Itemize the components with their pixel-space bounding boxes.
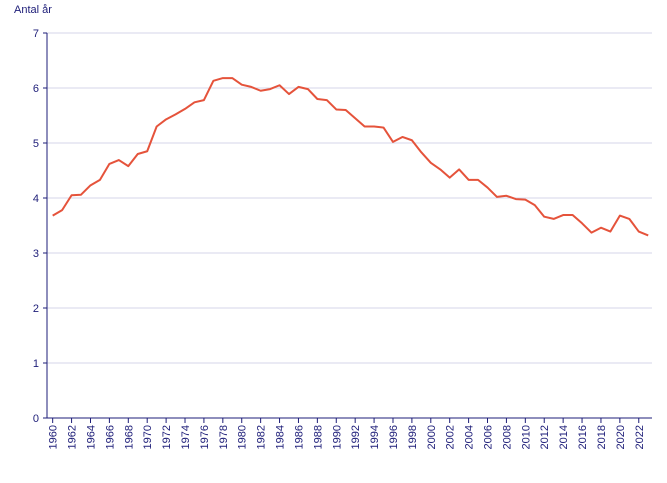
x-tick-label: 1992 — [350, 425, 362, 449]
x-tick-label: 2012 — [539, 425, 551, 449]
y-tick-label: 1 — [33, 358, 39, 370]
y-tick-label: 5 — [33, 138, 39, 150]
x-tick-label: 1978 — [218, 425, 230, 449]
data-line — [52, 77, 649, 237]
x-tick-label: 2020 — [615, 425, 627, 449]
x-tick-label: 2010 — [520, 425, 532, 449]
y-tick-label: 0 — [33, 413, 39, 425]
x-tick-label: 1996 — [388, 425, 400, 449]
y-tick-label: 7 — [33, 28, 39, 40]
x-tick-label: 1974 — [180, 425, 192, 449]
x-tick-label: 1994 — [369, 425, 381, 449]
y-tick-label: 3 — [33, 248, 39, 260]
x-tick-label: 2014 — [558, 425, 570, 449]
x-tick-label: 2018 — [596, 425, 608, 449]
x-tick-label: 1962 — [67, 425, 79, 449]
y-axis-label: Antal år — [14, 4, 52, 16]
x-tick-label: 1972 — [161, 425, 173, 449]
x-tick-label: 1970 — [142, 425, 154, 449]
x-tick-label: 1990 — [331, 425, 343, 449]
x-tick-label: 1982 — [256, 425, 268, 449]
x-tick-label: 2006 — [483, 425, 495, 449]
x-tick-label: 1960 — [48, 425, 60, 449]
x-tick-label: 2002 — [445, 425, 457, 449]
x-tick-label: 1998 — [407, 425, 419, 449]
y-tick-label: 2 — [33, 303, 39, 315]
y-tick-label: 6 — [33, 83, 39, 95]
x-tick-label: 1980 — [237, 425, 249, 449]
x-tick-label: 1964 — [85, 425, 97, 449]
x-tick-label: 1976 — [199, 425, 211, 449]
y-tick-label: 4 — [33, 193, 39, 205]
x-tick-label: 1966 — [104, 425, 116, 449]
x-tick-label: 1988 — [312, 425, 324, 449]
x-tick-label: 2000 — [426, 425, 438, 449]
x-tick-label: 2016 — [577, 425, 589, 449]
x-tick-label: 2008 — [501, 425, 513, 449]
x-tick-label: 2004 — [464, 425, 476, 449]
x-tick-label: 1968 — [123, 425, 135, 449]
x-tick-label: 1984 — [275, 425, 287, 449]
x-tick-label: 1986 — [293, 425, 305, 449]
x-tick-label: 2022 — [634, 425, 646, 449]
